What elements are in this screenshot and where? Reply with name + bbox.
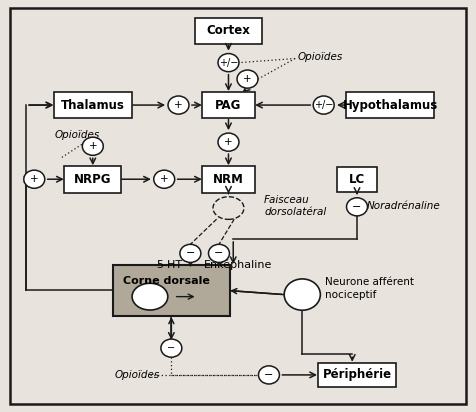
Text: Neurone afférent
nociceptif: Neurone afférent nociceptif: [325, 277, 414, 300]
Circle shape: [313, 96, 334, 114]
Circle shape: [208, 244, 229, 262]
Circle shape: [258, 366, 279, 384]
Text: −: −: [186, 248, 195, 258]
Text: Cortex: Cortex: [207, 24, 250, 37]
Text: Hypothalamus: Hypothalamus: [343, 98, 438, 112]
Circle shape: [154, 170, 175, 188]
FancyBboxPatch shape: [10, 8, 466, 404]
Circle shape: [237, 70, 258, 88]
Text: +: +: [243, 74, 252, 84]
Text: Thalamus: Thalamus: [61, 98, 125, 112]
Text: Périphérie: Périphérie: [322, 368, 392, 382]
Text: Opioïdes: Opioïdes: [114, 370, 159, 380]
FancyBboxPatch shape: [337, 167, 377, 192]
FancyBboxPatch shape: [53, 91, 132, 119]
Ellipse shape: [132, 283, 168, 310]
Circle shape: [218, 133, 239, 151]
Text: LC: LC: [349, 173, 365, 186]
Circle shape: [82, 137, 103, 155]
Text: PAG: PAG: [215, 98, 242, 112]
Text: Opioïdes: Opioïdes: [55, 130, 100, 140]
Text: Corne dorsale: Corne dorsale: [123, 276, 210, 286]
Circle shape: [347, 198, 367, 216]
Text: NRM: NRM: [213, 173, 244, 186]
Text: Faisceau
dorsolatéral: Faisceau dorsolatéral: [264, 195, 327, 217]
FancyBboxPatch shape: [64, 166, 121, 193]
Circle shape: [24, 170, 45, 188]
FancyBboxPatch shape: [195, 18, 262, 44]
Text: Enképhaline: Enképhaline: [204, 260, 272, 270]
Text: +: +: [89, 141, 97, 151]
Circle shape: [284, 279, 320, 310]
Text: Opioïdes: Opioïdes: [298, 52, 343, 62]
FancyBboxPatch shape: [202, 166, 255, 193]
Text: +: +: [174, 100, 183, 110]
Text: NRPG: NRPG: [74, 173, 111, 186]
FancyBboxPatch shape: [202, 91, 255, 119]
Text: +: +: [224, 137, 233, 147]
FancyBboxPatch shape: [318, 363, 396, 387]
Text: +/−: +/−: [219, 58, 238, 68]
Text: +: +: [160, 174, 169, 184]
Text: −: −: [264, 370, 274, 380]
Text: −: −: [352, 202, 362, 212]
FancyBboxPatch shape: [113, 265, 229, 316]
Circle shape: [168, 96, 189, 114]
Text: −: −: [167, 343, 176, 353]
Circle shape: [161, 339, 182, 357]
Circle shape: [218, 54, 239, 72]
Text: +: +: [30, 174, 39, 184]
Text: +/−: +/−: [314, 100, 333, 110]
FancyBboxPatch shape: [346, 91, 434, 119]
Text: 5-HT: 5-HT: [156, 260, 182, 269]
Text: Noradrénaline: Noradrénaline: [367, 201, 440, 211]
Text: −: −: [214, 248, 224, 258]
Circle shape: [180, 244, 201, 262]
